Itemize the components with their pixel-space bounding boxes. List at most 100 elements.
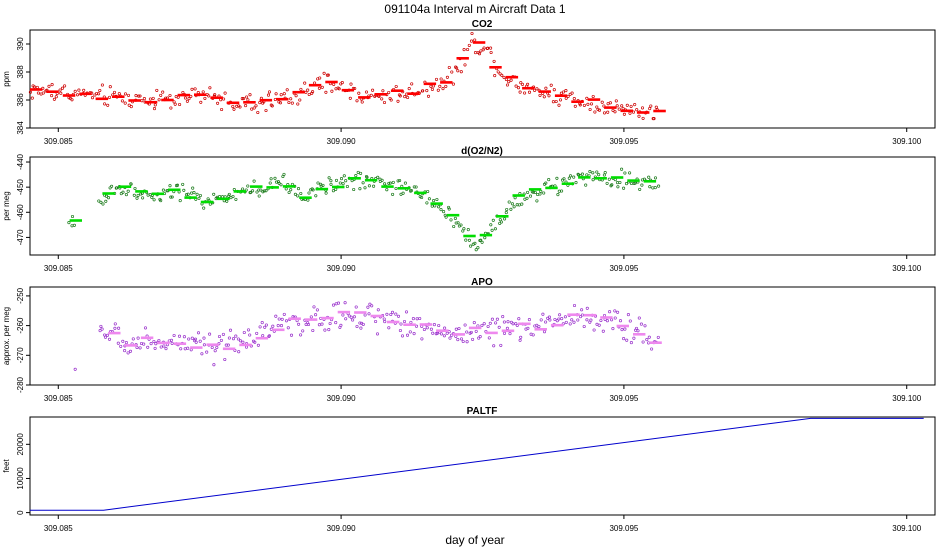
- data-point: [97, 199, 101, 203]
- data-point: [629, 341, 633, 345]
- data-point: [227, 192, 231, 196]
- data-point: [501, 315, 505, 319]
- data-point: [47, 84, 51, 88]
- y-tick-label: 386: [16, 93, 25, 107]
- data-point: [498, 218, 502, 222]
- data-point: [547, 315, 551, 319]
- data-point: [340, 81, 344, 85]
- data-point: [99, 324, 103, 328]
- data-point: [198, 193, 202, 198]
- data-point: [432, 323, 436, 327]
- data-point: [462, 227, 466, 231]
- data-point: [405, 333, 410, 337]
- data-point: [487, 336, 491, 340]
- data-point: [282, 92, 286, 96]
- data-point: [141, 196, 145, 200]
- data-point: [240, 97, 244, 101]
- data-point: [602, 173, 606, 177]
- data-point: [134, 94, 138, 98]
- data-point: [376, 175, 380, 179]
- data-point: [251, 189, 255, 193]
- data-point: [361, 322, 365, 326]
- data-point: [178, 199, 182, 203]
- data-point: [157, 98, 161, 102]
- data-point: [494, 321, 498, 325]
- data-point: [398, 328, 402, 333]
- data-point: [438, 84, 442, 88]
- data-point: [307, 191, 311, 195]
- data-point: [387, 90, 391, 95]
- data-point: [327, 328, 331, 332]
- data-point: [358, 187, 362, 191]
- data-point: [104, 194, 109, 198]
- y-tick-label: -470: [16, 229, 25, 246]
- data-point: [589, 102, 594, 106]
- data-point: [509, 320, 513, 324]
- data-point: [420, 195, 424, 200]
- data-point: [355, 324, 359, 329]
- data-point: [258, 101, 262, 105]
- data-point: [488, 321, 492, 325]
- data-point: [320, 85, 324, 89]
- data-point: [126, 93, 131, 97]
- data-point: [613, 309, 617, 313]
- data-point: [551, 100, 555, 104]
- data-point: [202, 336, 206, 340]
- data-point: [267, 334, 271, 338]
- x-tick-label: 309.095: [609, 394, 638, 403]
- data-point: [105, 333, 110, 337]
- data-point: [330, 89, 334, 93]
- data-point: [473, 51, 478, 55]
- data-point: [97, 92, 101, 96]
- data-point: [492, 344, 496, 348]
- x-tick-label: 309.085: [44, 524, 73, 533]
- data-point: [591, 94, 595, 99]
- data-point: [116, 341, 120, 345]
- data-point: [409, 189, 413, 193]
- y-axis-label: ppm: [2, 71, 11, 87]
- data-point: [59, 91, 63, 95]
- data-point: [227, 194, 231, 198]
- data-point: [601, 329, 605, 333]
- data-point: [117, 326, 121, 330]
- data-point: [199, 100, 203, 104]
- data-point: [311, 328, 315, 333]
- data-point: [516, 86, 521, 90]
- data-point: [640, 106, 645, 110]
- data-point: [527, 318, 531, 322]
- data-point: [648, 185, 652, 189]
- data-point: [162, 344, 166, 348]
- data-point: [412, 185, 416, 189]
- data-point: [136, 336, 140, 340]
- data-point: [588, 170, 592, 174]
- data-point: [478, 335, 482, 339]
- data-point: [381, 89, 385, 93]
- data-point: [426, 94, 431, 98]
- data-point: [608, 310, 612, 314]
- data-point: [352, 187, 356, 192]
- panel-title: d(O2/N2): [461, 146, 503, 157]
- data-point: [389, 312, 393, 317]
- data-point: [363, 313, 367, 317]
- data-point: [123, 101, 127, 105]
- data-point: [159, 93, 163, 97]
- data-point: [28, 90, 32, 94]
- data-point: [626, 313, 630, 317]
- data-point: [456, 221, 460, 225]
- data-point: [234, 197, 238, 201]
- data-point: [172, 333, 176, 338]
- data-point: [647, 335, 651, 339]
- x-axis-label: day of year: [445, 533, 504, 547]
- data-point: [519, 81, 523, 85]
- data-point: [238, 339, 243, 343]
- data-point: [376, 308, 380, 312]
- data-point: [215, 345, 219, 350]
- data-point: [643, 324, 647, 328]
- data-point: [507, 200, 511, 204]
- data-point: [213, 93, 217, 97]
- data-point: [298, 98, 302, 102]
- data-point: [479, 238, 483, 242]
- data-point: [328, 321, 332, 326]
- data-point: [427, 197, 431, 201]
- data-point: [591, 171, 595, 175]
